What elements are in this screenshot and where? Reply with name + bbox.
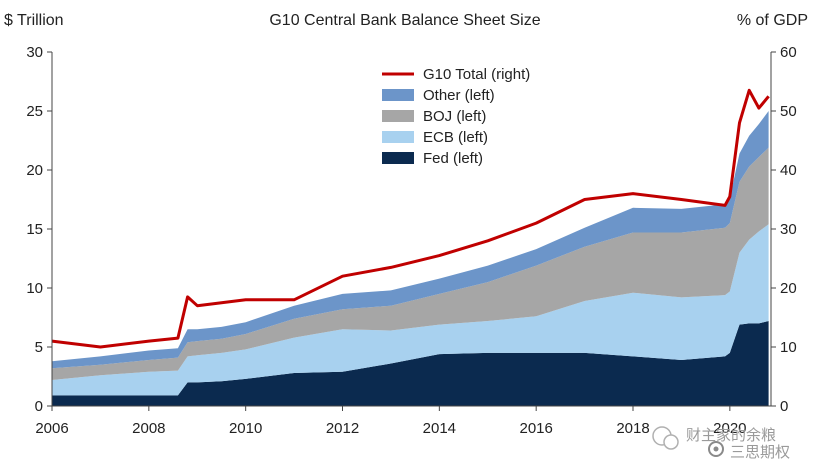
wechat-logo-icon-inner [663, 434, 679, 450]
right-tick-label: 50 [780, 103, 797, 120]
watermark-subtitle: 三思期权 [730, 443, 790, 461]
legend-swatch-3 [382, 131, 414, 143]
legend-swatch-4 [382, 152, 414, 164]
x-tick-label: 2014 [423, 420, 456, 437]
left-tick-label: 0 [35, 398, 43, 415]
area-series-1 [52, 224, 769, 396]
legend: G10 Total (right) Other (left) BOJ (left) E… [382, 66, 530, 167]
axes: 0 5 10 15 20 25 30 0 10 20 30 40 50 60 2006 2008 2010 201… [26, 44, 796, 437]
legend-label-1: Other (left) [423, 87, 495, 104]
left-tick-label: 15 [26, 221, 43, 238]
x-tick-label: 2010 [229, 420, 262, 437]
watermark-title: 财主家的余粮 [686, 426, 776, 444]
right-axis-label: % of GDP [737, 12, 808, 29]
left-tick-label: 25 [26, 103, 43, 120]
legend-label-2: BOJ (left) [423, 108, 486, 125]
x-tick-label: 2018 [616, 420, 649, 437]
right-tick-label: 20 [780, 280, 797, 297]
area-series-2 [52, 147, 769, 380]
legend-swatch-1 [382, 89, 414, 101]
x-tick-label: 2016 [519, 420, 552, 437]
right-tick-label: 0 [780, 398, 788, 415]
right-tick-label: 40 [780, 162, 797, 179]
legend-label-3: ECB (left) [423, 129, 488, 146]
line-series [51, 88, 770, 349]
left-tick-label: 20 [26, 162, 43, 179]
x-tick-label: 2020 [713, 420, 746, 437]
legend-swatch-2 [382, 110, 414, 122]
doughnut-logo-icon [708, 441, 724, 457]
x-tick-label: 2008 [132, 420, 165, 437]
right-tick-label: 30 [780, 221, 797, 238]
watermark: 财主家的余粮 三思期权 [652, 426, 790, 461]
right-tick-label: 60 [780, 44, 797, 61]
line-series-0 [51, 88, 770, 349]
x-tick-label: 2006 [35, 420, 68, 437]
left-tick-label: 5 [35, 339, 43, 356]
legend-label-0: G10 Total (right) [423, 66, 530, 83]
left-axis-label: $ Trillion [4, 12, 64, 29]
x-tick-label: 2012 [326, 420, 359, 437]
left-tick-label: 30 [26, 44, 43, 61]
right-tick-label: 10 [780, 339, 797, 356]
legend-label-4: Fed (left) [423, 150, 483, 167]
stacked-areas [52, 111, 769, 406]
chart-title: G10 Central Bank Balance Sheet Size [269, 12, 540, 29]
area-series-0 [52, 321, 769, 406]
left-tick-label: 10 [26, 280, 43, 297]
